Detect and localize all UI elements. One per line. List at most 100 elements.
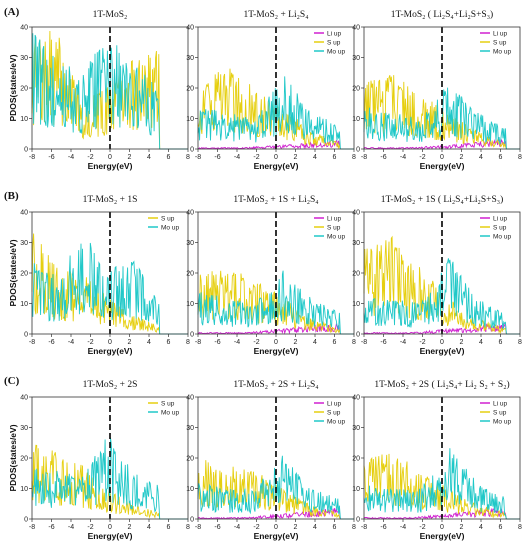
y-tick-label: 20 bbox=[352, 86, 360, 93]
y-tick-label: 20 bbox=[352, 271, 360, 278]
legend-label: Li up bbox=[493, 216, 507, 223]
x-tick-label: -2 bbox=[419, 339, 425, 346]
panel-title: 1T-MoS₂ ( Li₂S₄+Li₂S+S₃) bbox=[391, 9, 493, 20]
series-line-li bbox=[363, 138, 520, 150]
y-tick-label: 10 bbox=[20, 486, 28, 493]
legend-label: S up bbox=[493, 40, 507, 47]
y-tick-label: 40 bbox=[20, 395, 28, 402]
y-tick-label: 40 bbox=[186, 395, 194, 402]
x-tick-label: -2 bbox=[419, 524, 425, 531]
x-tick-label: 4 bbox=[147, 154, 151, 161]
pdos-panel: 1T-MoS₂ + Li₂S₄-8 -6 -4 -2 0 2 4 6 8010203040Ene… bbox=[186, 10, 356, 171]
x-tick-label: -4 bbox=[400, 339, 406, 346]
x-tick-label: 0 bbox=[440, 524, 444, 531]
x-tick-label: 6 bbox=[333, 339, 337, 346]
pdos-panel: 1T-MoS₂ + 1S -8 -6 -4 -2 0 2 4 6 8 0 10 20 30 40 Energy… bbox=[8, 195, 190, 356]
x-axis-label: Energy(eV) bbox=[254, 346, 299, 356]
x-tick-label: 4 bbox=[147, 339, 151, 346]
legend-label: Li up bbox=[327, 31, 341, 38]
x-tick-label: 2 bbox=[294, 154, 298, 161]
x-axis-label: Energy(eV) bbox=[420, 346, 465, 356]
x-tick-label: 8 bbox=[352, 524, 356, 531]
pdos-panel: 1T-MoS₂ + 2S + Li₂S₄-8 -6 -4 -2 0 2 4 6 80102030… bbox=[186, 380, 356, 541]
y-tick-label: 10 bbox=[186, 301, 194, 308]
pdos-panel: 1T-MoS₂ + 1S ( Li₂S₄+Li₂S+S₃) -8 -6 -4 -2 0 2 4… bbox=[352, 194, 522, 356]
x-tick-label: -8 bbox=[195, 524, 201, 531]
y-tick-label: 20 bbox=[20, 456, 28, 463]
x-axis-label: Energy(eV) bbox=[254, 531, 299, 541]
x-tick-label: 2 bbox=[294, 339, 298, 346]
y-tick-label: 40 bbox=[186, 210, 194, 217]
x-tick-label: -8 bbox=[29, 524, 35, 531]
y-tick-label: 40 bbox=[20, 210, 28, 217]
series-line-mo bbox=[197, 270, 354, 335]
y-tick-label: 10 bbox=[186, 486, 194, 493]
x-tick-label: -2 bbox=[87, 154, 93, 161]
y-tick-label: 20 bbox=[352, 456, 360, 463]
x-tick-label: -6 bbox=[48, 339, 54, 346]
x-tick-label: 6 bbox=[167, 154, 171, 161]
y-tick-label: 30 bbox=[352, 55, 360, 62]
x-tick-label: 2 bbox=[128, 524, 132, 531]
x-tick-label: 4 bbox=[479, 154, 483, 161]
x-tick-label: 2 bbox=[460, 524, 464, 531]
pdos-panel: 1T-MoS₂ + 2S ( Li₂S₄+ Li₂ S₂ + S₂) -8 -6 -4… bbox=[352, 379, 522, 541]
legend-label: Mo up bbox=[493, 419, 511, 426]
x-tick-label: 8 bbox=[352, 154, 356, 161]
y-tick-label: 10 bbox=[352, 301, 360, 308]
y-tick-label: 0 bbox=[24, 517, 28, 524]
legend-label: Mo up bbox=[161, 410, 179, 417]
x-tick-label: 6 bbox=[499, 154, 503, 161]
y-tick-label: 0 bbox=[24, 332, 28, 339]
x-tick-label: 4 bbox=[313, 524, 317, 531]
y-tick-label: 30 bbox=[186, 240, 194, 247]
legend-label: Mo up bbox=[161, 225, 179, 232]
series-line-s bbox=[363, 235, 520, 335]
legend-label: Li up bbox=[493, 31, 507, 38]
x-tick-label: -4 bbox=[234, 524, 240, 531]
x-tick-label: -8 bbox=[29, 339, 35, 346]
x-tick-label: -4 bbox=[234, 154, 240, 161]
x-tick-label: -8 bbox=[195, 154, 201, 161]
x-tick-label: -2 bbox=[87, 524, 93, 531]
y-tick-label: 30 bbox=[186, 425, 194, 432]
x-tick-label: -8 bbox=[29, 154, 35, 161]
y-tick-label: 30 bbox=[20, 55, 28, 62]
x-axis-label: Energy(eV) bbox=[88, 161, 133, 171]
legend-label: S up bbox=[161, 401, 175, 408]
x-tick-label: 2 bbox=[128, 154, 132, 161]
x-tick-label: 0 bbox=[440, 339, 444, 346]
x-tick-label: -6 bbox=[48, 154, 54, 161]
x-tick-label: 8 bbox=[186, 339, 190, 346]
legend-label: Li up bbox=[493, 401, 507, 408]
y-tick-label: 30 bbox=[352, 240, 360, 247]
y-axis-label: PDOS(states/eV) bbox=[8, 424, 18, 491]
y-tick-label: 10 bbox=[352, 486, 360, 493]
legend-label: Li up bbox=[327, 401, 341, 408]
x-tick-label: 2 bbox=[128, 339, 132, 346]
series-line-li bbox=[197, 139, 354, 150]
y-tick-label: 30 bbox=[352, 425, 360, 432]
x-tick-label: 8 bbox=[352, 339, 356, 346]
x-tick-label: -2 bbox=[87, 339, 93, 346]
x-tick-label: 4 bbox=[479, 339, 483, 346]
y-tick-label: 40 bbox=[352, 210, 360, 217]
x-tick-label: -2 bbox=[253, 154, 259, 161]
legend-label: Mo up bbox=[327, 419, 345, 426]
series-line-mo bbox=[31, 33, 188, 150]
x-tick-label: -6 bbox=[380, 339, 386, 346]
series-line-mo bbox=[31, 437, 188, 520]
panels-group: 1T-MoS₂-8 -6 -4 -2 0 2 4 6 8010203040Energy(eV)P… bbox=[8, 9, 522, 541]
x-tick-label: 8 bbox=[186, 524, 190, 531]
y-tick-label: 0 bbox=[356, 517, 360, 524]
x-tick-label: -6 bbox=[48, 524, 54, 531]
legend-label: S up bbox=[493, 225, 507, 232]
x-tick-label: 4 bbox=[479, 524, 483, 531]
y-tick-label: 10 bbox=[186, 116, 194, 123]
row-label-c: (C) bbox=[4, 375, 20, 387]
x-tick-label: -2 bbox=[253, 524, 259, 531]
panel-title: 1T-MoS₂ + Li₂S₄ bbox=[243, 10, 308, 20]
pdos-panel: 1T-MoS₂ + 2S -8 -6 -4 -2 0 2 4 6 8 0 10 20 30 40 Energy… bbox=[8, 380, 190, 541]
x-tick-label: 0 bbox=[274, 154, 278, 161]
